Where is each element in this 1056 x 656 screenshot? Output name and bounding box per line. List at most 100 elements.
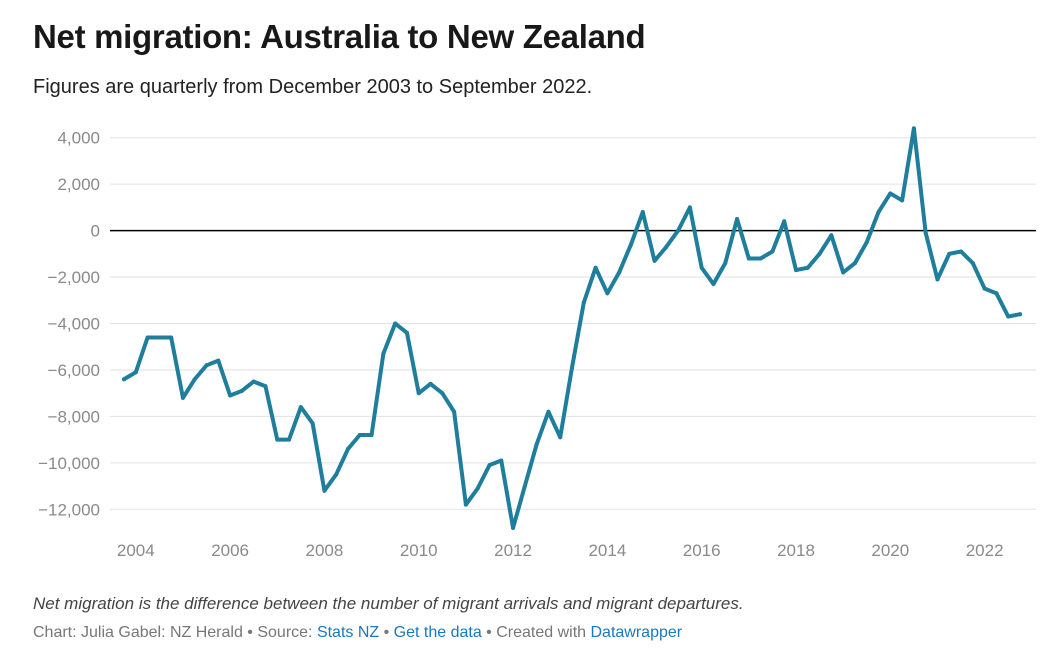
- series-line-net-migration: [122, 126, 1022, 530]
- data-point: [558, 435, 563, 440]
- data-point: [652, 258, 657, 263]
- x-tick-label: 2020: [871, 541, 909, 560]
- data-point: [475, 486, 480, 491]
- data-point: [428, 381, 433, 386]
- data-point: [216, 358, 221, 363]
- x-tick-label: 2006: [211, 541, 249, 560]
- line-chart: 4,000 2,000 0 −2,000 −4,000 −6,000 −8,000 −10,0…: [38, 126, 1036, 560]
- data-point: [463, 502, 468, 507]
- chart-footer: Chart: Julia Gabel: NZ Herald • Source: …: [33, 624, 682, 642]
- chart-subtitle: Figures are quarterly from December 2003…: [33, 76, 593, 98]
- data-point: [393, 321, 398, 326]
- data-point: [746, 256, 751, 261]
- data-point: [640, 210, 645, 215]
- data-point: [487, 463, 492, 468]
- data-point: [628, 242, 633, 247]
- y-tick-label: −12,000: [38, 500, 100, 519]
- data-point: [180, 395, 185, 400]
- y-tick-label: 2,000: [57, 175, 100, 194]
- data-point: [404, 330, 409, 335]
- data-point: [369, 432, 374, 437]
- data-point: [145, 335, 150, 340]
- y-tick-label: −4,000: [48, 315, 100, 334]
- data-point: [782, 219, 787, 224]
- data-point: [935, 277, 940, 282]
- data-point: [228, 393, 233, 398]
- data-point: [947, 251, 952, 256]
- data-point: [204, 363, 209, 368]
- x-tick-label: 2008: [306, 541, 344, 560]
- data-point: [522, 484, 527, 489]
- data-point: [923, 230, 928, 235]
- source-link[interactable]: Stats NZ: [316, 624, 380, 641]
- data-point: [192, 377, 197, 382]
- data-point: [122, 377, 126, 382]
- data-point: [735, 216, 740, 221]
- x-tick-label: 2012: [494, 541, 532, 560]
- data-point: [381, 351, 386, 356]
- data-point: [287, 437, 292, 442]
- data-point: [758, 256, 763, 261]
- data-point: [699, 265, 704, 270]
- data-point: [499, 458, 504, 463]
- x-tick-label: 2018: [777, 541, 815, 560]
- data-point: [876, 210, 881, 215]
- y-tick-label: 4,000: [57, 129, 100, 148]
- data-point: [900, 198, 905, 203]
- y-tick-label: −2,000: [48, 268, 100, 287]
- y-tick-label: 0: [91, 222, 100, 241]
- data-point: [322, 488, 327, 493]
- footer-credit: Chart: Julia Gabel: NZ Herald • Source:: [33, 624, 317, 641]
- y-tick-label: −8,000: [48, 407, 100, 426]
- data-point: [687, 205, 692, 210]
- y-tick-label: −6,000: [48, 361, 100, 380]
- data-point: [452, 409, 457, 414]
- data-point: [334, 472, 339, 477]
- chart-title: Net migration: Australia to New Zealand: [33, 18, 646, 55]
- data-point: [157, 335, 162, 340]
- x-tick-label: 2016: [683, 541, 721, 560]
- footer-separator: •: [379, 624, 394, 641]
- data-point: [888, 191, 893, 196]
- x-tick-label: 2004: [117, 541, 155, 560]
- data-point: [676, 228, 681, 233]
- x-tick-label: 2014: [588, 541, 626, 560]
- data-point: [605, 291, 610, 296]
- data-point: [829, 233, 834, 238]
- data-point: [911, 126, 916, 131]
- data-point: [1018, 312, 1022, 317]
- x-tick-label: 2010: [400, 541, 438, 560]
- y-axis-ticks: 4,000 2,000 0 −2,000 −4,000 −6,000 −8,000 −10,0…: [38, 129, 100, 520]
- datawrapper-link[interactable]: Datawrapper: [590, 624, 683, 641]
- data-point: [982, 286, 987, 291]
- data-point: [416, 391, 421, 396]
- data-point: [275, 437, 280, 442]
- data-point: [263, 384, 268, 389]
- data-point: [581, 300, 586, 305]
- data-point: [357, 432, 362, 437]
- data-point: [959, 249, 964, 254]
- data-point: [852, 261, 857, 266]
- data-point: [310, 421, 315, 426]
- y-tick-label: −10,000: [38, 454, 100, 473]
- data-point: [346, 446, 350, 451]
- data-point: [970, 261, 975, 266]
- data-point: [864, 240, 869, 245]
- data-point: [794, 268, 798, 273]
- data-point: [570, 365, 574, 370]
- data-point: [593, 265, 598, 270]
- data-point: [805, 265, 810, 270]
- data-point: [169, 335, 174, 340]
- data-points: [122, 126, 1022, 530]
- data-point: [723, 261, 728, 266]
- data-point: [1006, 314, 1011, 319]
- data-point: [511, 525, 516, 530]
- data-point: [546, 409, 551, 414]
- data-point: [298, 405, 303, 410]
- data-point: [617, 270, 622, 275]
- data-point: [133, 370, 138, 375]
- get-data-link[interactable]: Get the data: [393, 624, 482, 641]
- chart-note: Net migration is the difference between …: [33, 594, 744, 613]
- data-point: [239, 388, 244, 393]
- data-point: [534, 442, 539, 447]
